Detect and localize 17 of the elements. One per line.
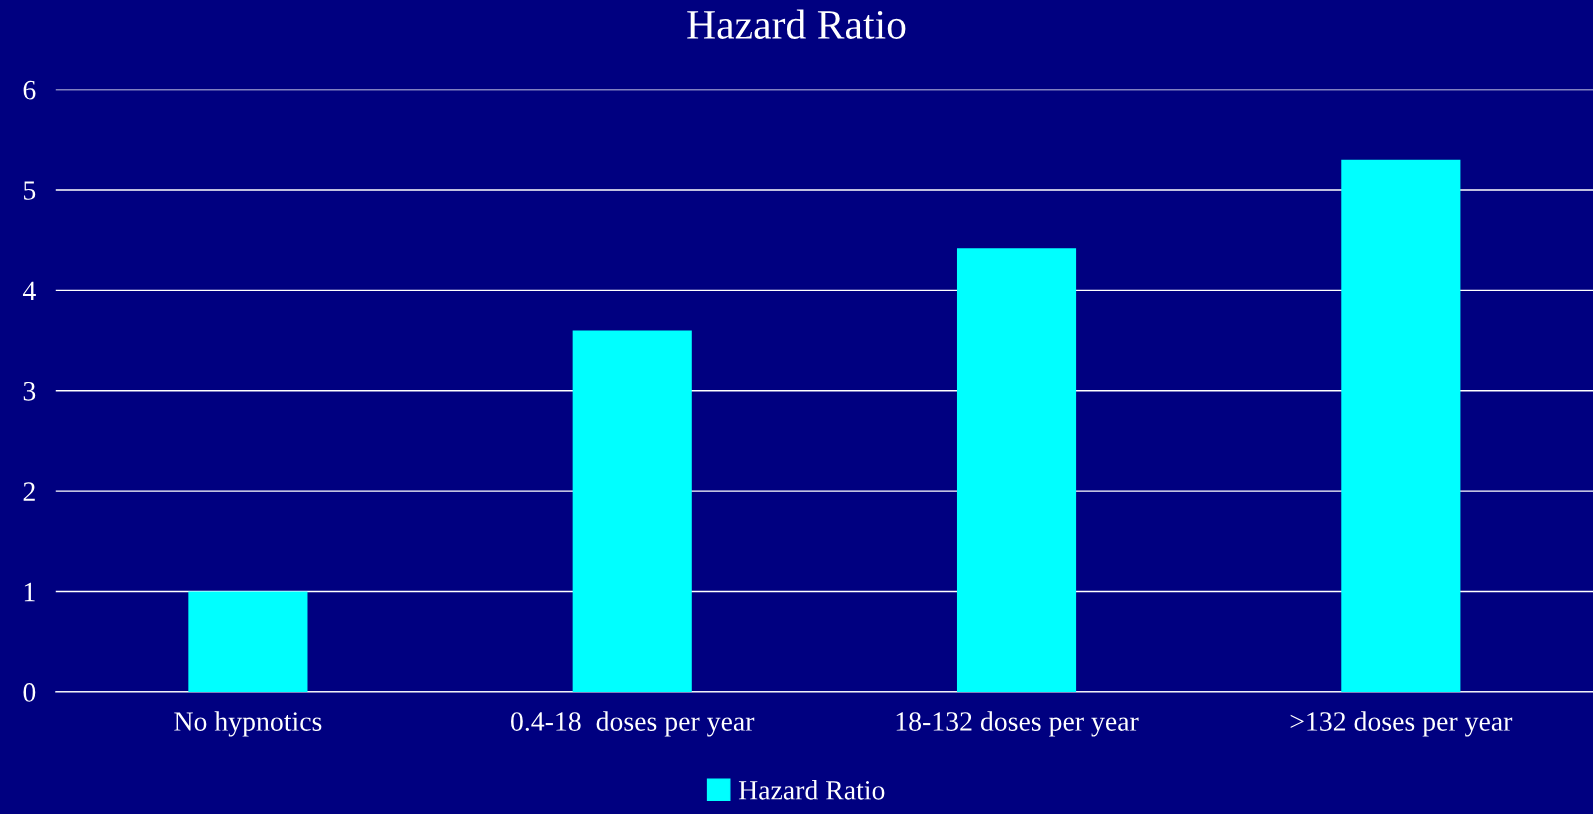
x-tick-label: No hypnotics — [174, 711, 322, 737]
y-tick-label: 2 — [23, 482, 35, 501]
bar — [1341, 159, 1461, 692]
bar — [188, 591, 308, 692]
bar — [572, 330, 692, 692]
y-tick-label: 4 — [22, 281, 36, 300]
x-tick-label: 0.4-18 doses per year — [511, 711, 755, 737]
legend-label: Hazard Ratio — [738, 780, 885, 800]
x-tick-label: 18-132 doses per year — [896, 711, 1139, 737]
x-tick-label: >132 doses per year — [1290, 711, 1513, 737]
chart-title: Hazard Ratio — [687, 9, 906, 39]
bar — [956, 248, 1077, 692]
y-tick-label: 1 — [24, 582, 35, 602]
y-tick-label: 6 — [23, 80, 36, 100]
y-tick-label: 0 — [23, 683, 36, 702]
y-tick-label: 5 — [24, 181, 36, 200]
y-tick-label: 3 — [23, 381, 36, 401]
